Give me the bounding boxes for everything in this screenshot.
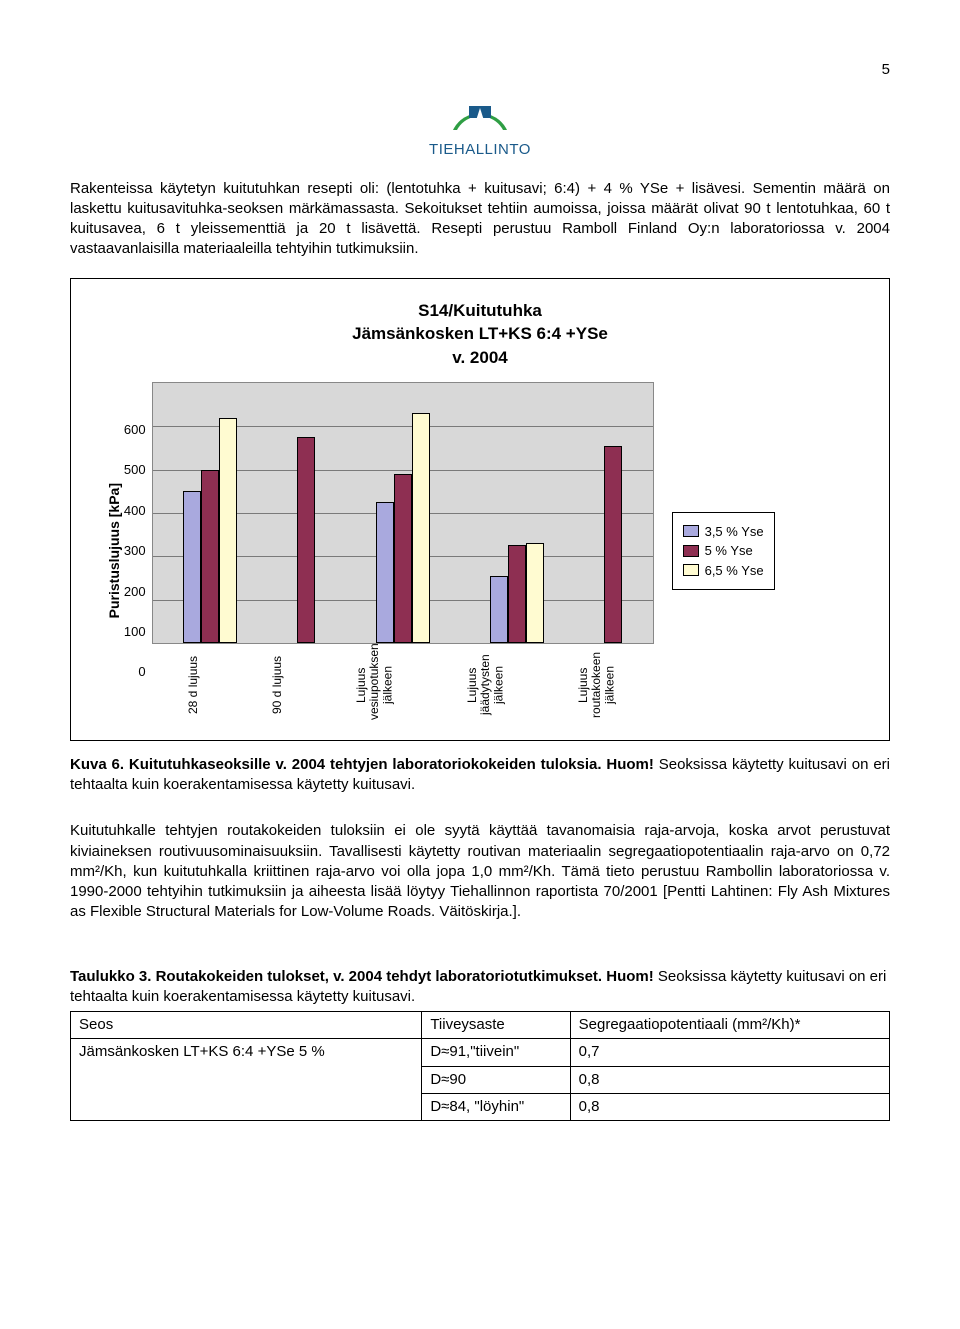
ytick-label: 100: [124, 623, 146, 641]
xtick-label: Lujuus vesiupotuksen jälkeen: [355, 650, 395, 720]
table-header: Seos: [71, 1012, 422, 1039]
legend-swatch: [683, 525, 699, 537]
legend-item: 6,5 % Yse: [683, 562, 764, 580]
ytick-label: 0: [124, 663, 146, 681]
xtick-label: 28 d lujuus: [187, 650, 200, 720]
figure-caption: Kuva 6. Kuitutuhkaseoksille v. 2004 teht…: [70, 755, 890, 796]
bar: [219, 418, 237, 643]
chart-xaxis: 28 d lujuus 90 d lujuus Lujuus vesiupotuks…: [152, 650, 652, 720]
results-table: Seos Tiiveysaste Segregaatiopotentiaali …: [70, 1011, 890, 1121]
chart-container: S14/Kuitutuhka Jämsänkosken LT+KS 6:4 +Y…: [70, 278, 890, 741]
bar-group: [490, 543, 544, 643]
table-header: Tiiveysaste: [422, 1012, 570, 1039]
table-cell: 0,7: [570, 1039, 889, 1066]
ytick-label: 300: [124, 542, 146, 560]
xtick-label: Lujuus routakokeen jälkeen: [577, 650, 617, 720]
logo-text: TIEHALLINTO: [429, 140, 531, 160]
bar: [412, 413, 430, 643]
chart-title: S14/Kuitutuhka Jämsänkosken LT+KS 6:4 +Y…: [99, 299, 861, 370]
table-row: Jämsänkosken LT+KS 6:4 +YSe 5 % D≈91,"ti…: [71, 1039, 890, 1066]
bar: [376, 502, 394, 643]
page-number: 5: [70, 60, 890, 80]
bar: [526, 543, 544, 643]
legend-swatch: [683, 564, 699, 576]
table-cell: D≈84, "löyhin": [422, 1093, 570, 1120]
bar-group: [297, 437, 315, 643]
legend-label: 5 % Yse: [705, 542, 753, 560]
legend-swatch: [683, 545, 699, 557]
bar: [297, 437, 315, 643]
table-cell: Jämsänkosken LT+KS 6:4 +YSe 5 %: [71, 1039, 422, 1121]
logo-container: TIEHALLINTO: [70, 88, 890, 160]
chart-legend: 3,5 % Yse5 % Yse 6,5 % Yse: [672, 512, 775, 591]
bar-group: [604, 446, 622, 643]
table-cell: D≈90: [422, 1066, 570, 1093]
bar: [394, 474, 412, 643]
bar: [508, 545, 526, 643]
ytick-label: 400: [124, 502, 146, 520]
bar: [490, 576, 508, 643]
bar: [201, 470, 219, 643]
xtick-label: 90 d lujuus: [271, 650, 284, 720]
table-header-row: Seos Tiiveysaste Segregaatiopotentiaali …: [71, 1012, 890, 1039]
xtick-label: Lujuus jäädytysten jälkeen: [466, 650, 506, 720]
legend-label: 6,5 % Yse: [705, 562, 764, 580]
table-cell: D≈91,"tiivein": [422, 1039, 570, 1066]
chart-yaxis: 600 500 400 300 200 100 0: [124, 421, 152, 681]
bar-group: [376, 413, 430, 643]
legend-item: 5 % Yse: [683, 542, 764, 560]
chart-plot-area: [152, 382, 654, 644]
ytick-label: 600: [124, 421, 146, 439]
legend-label: 3,5 % Yse: [705, 523, 764, 541]
ytick-label: 500: [124, 461, 146, 479]
tiehallinto-logo-icon: [445, 88, 515, 138]
legend-item: 3,5 % Yse: [683, 523, 764, 541]
paragraph-2: Kuitutuhkalle tehtyjen routakokeiden tul…: [70, 821, 890, 922]
table-cell: 0,8: [570, 1093, 889, 1120]
table-header: Segregaatiopotentiaali (mm²/Kh)*: [570, 1012, 889, 1039]
chart-ylabel: Puristuslujuus [kPa]: [99, 483, 124, 618]
bar: [604, 446, 622, 643]
bar: [183, 491, 201, 643]
table-cell: 0,8: [570, 1066, 889, 1093]
table-caption: Taulukko 3. Routakokeiden tulokset, v. 2…: [70, 967, 890, 1008]
bar-group: [183, 418, 237, 643]
ytick-label: 200: [124, 583, 146, 601]
paragraph-1: Rakenteissa käytetyn kuitutuhkan resepti…: [70, 179, 890, 260]
